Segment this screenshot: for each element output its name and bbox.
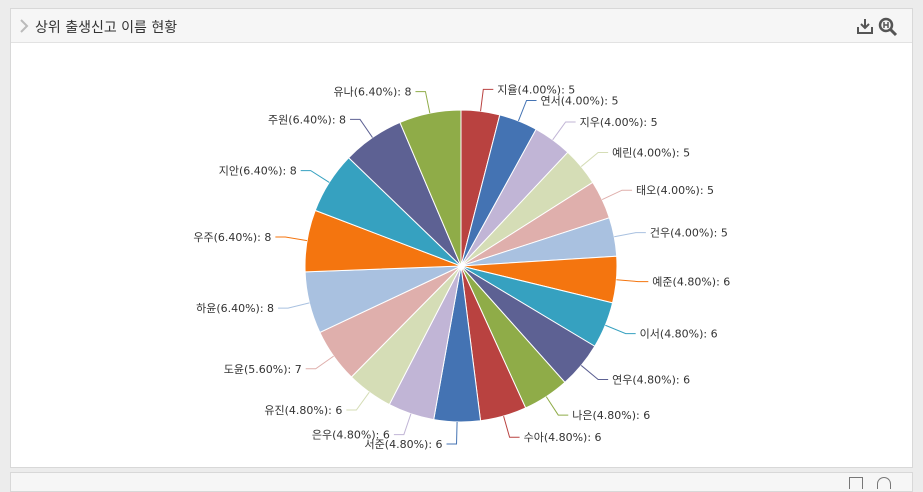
leader-line-3 <box>580 152 609 167</box>
pie-label-11: 서준(4.80%): 6 <box>365 438 443 451</box>
leader-line-19 <box>415 91 431 114</box>
zoom-icon[interactable] <box>877 477 891 489</box>
pie-leader-lines <box>275 88 649 445</box>
pie-label-0: 지율(4.00%): 5 <box>497 83 575 96</box>
leader-line-1 <box>517 99 537 122</box>
leader-line-18 <box>350 118 373 138</box>
pie-label-19: 유나(6.40%): 8 <box>333 86 411 99</box>
pie-label-3: 예린(4.00%): 5 <box>612 147 690 160</box>
leader-line-2 <box>552 121 576 141</box>
pie-label-12: 은우(4.80%): 6 <box>312 429 390 442</box>
pie-label-15: 하윤(6.40%): 8 <box>196 301 274 315</box>
download-icon[interactable] <box>856 17 874 35</box>
leader-line-7 <box>605 324 636 335</box>
pie-slice-19[interactable] <box>399 109 462 267</box>
pie-label-6: 예준(4.80%): 6 <box>652 276 730 289</box>
pie-label-10: 수아(4.80%): 6 <box>524 431 602 444</box>
leader-line-11 <box>446 421 458 445</box>
pie-label-1: 연서(4.00%): 5 <box>541 94 619 107</box>
leader-line-6 <box>616 279 649 283</box>
leader-line-9 <box>545 396 569 416</box>
pie-label-9: 나은(4.80%): 6 <box>572 409 650 422</box>
leader-line-14 <box>305 355 334 370</box>
leader-line-10 <box>503 415 520 438</box>
pie-label-5: 건우(4.00%): 5 <box>650 227 728 240</box>
pie-slices <box>304 109 618 423</box>
pie-label-13: 유진(4.80%): 6 <box>264 404 342 417</box>
pie-label-18: 주원(6.40%): 8 <box>268 113 346 126</box>
next-panel <box>10 472 913 492</box>
pie-label-14: 도윤(5.60%): 7 <box>224 363 302 376</box>
chevron-right-icon <box>20 19 29 33</box>
leader-line-4 <box>601 189 633 201</box>
pie-label-16: 우주(6.40%): 8 <box>193 231 271 244</box>
pie-label-2: 지우(4.00%): 5 <box>580 116 658 129</box>
pie-labels: 지율(4.00%): 5연서(4.00%): 5 지우(4.00%): 5 예린(4… <box>193 83 730 451</box>
leader-line-0 <box>480 88 494 112</box>
pie-label-4: 태오(4.00%): 5 <box>636 184 714 197</box>
leader-line-8 <box>580 365 609 380</box>
leader-line-17 <box>300 170 330 183</box>
pie-label-8: 연우(4.80%): 6 <box>612 373 690 386</box>
leader-line-13 <box>346 391 370 411</box>
pie-label-17: 지안(6.40%): 8 <box>219 165 297 178</box>
window-icon[interactable] <box>849 477 863 489</box>
chart-panel: 상위 출생신고 이름 현황 지율(4.00%): 5 연서(4.00%): 5 지우… <box>10 8 913 468</box>
leader-line-12 <box>393 413 412 436</box>
pie-label-7: 이서(4.80%): 6 <box>640 328 718 341</box>
zoom-icon[interactable] <box>878 17 898 37</box>
leader-line-5 <box>614 232 646 238</box>
panel-header: 상위 출생신고 이름 현황 <box>11 9 912 43</box>
panel-title: 상위 출생신고 이름 현황 <box>35 20 178 36</box>
leader-line-16 <box>275 236 308 242</box>
leader-line-15 <box>278 302 310 309</box>
pie-chart: 지율(4.00%): 5연서(4.00%): 5 지우(4.00%): 5 예린(4… <box>193 83 730 451</box>
